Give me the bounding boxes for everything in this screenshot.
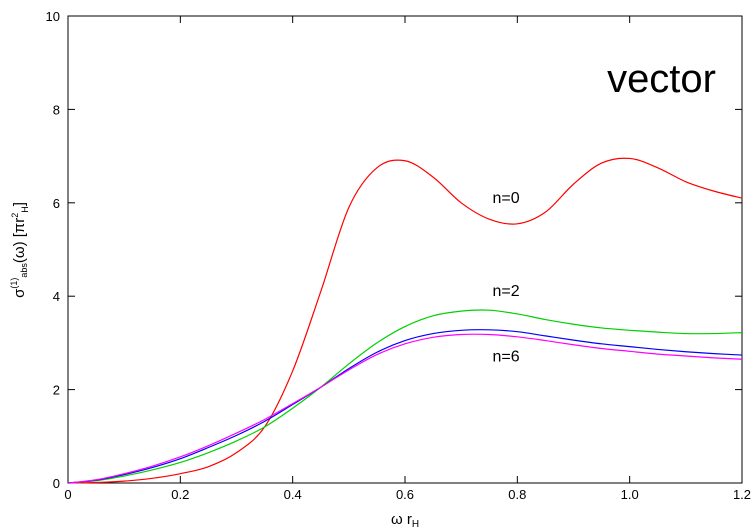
y-tick-label: 0 <box>53 476 60 491</box>
x-tick-label: 0 <box>64 487 71 502</box>
curve-label: n=6 <box>493 349 520 366</box>
x-tick-label: 1.0 <box>621 487 639 502</box>
y-axis-label-part: H <box>20 206 30 213</box>
y-tick-label: 8 <box>53 102 60 117</box>
data-curves <box>67 157 743 484</box>
curve-labels: n=0 n=2 n=6 <box>493 190 520 366</box>
chart-title: vector <box>607 57 716 101</box>
series-line-1 <box>67 309 743 484</box>
x-tick-label: 0.2 <box>171 487 189 502</box>
x-axis-label-main: ω r <box>391 511 412 528</box>
curve-label: n=2 <box>493 283 520 300</box>
y-tick-label: 10 <box>46 9 60 24</box>
series-line-0 <box>67 157 743 484</box>
x-axis-label-sub: H <box>412 519 419 530</box>
y-tick-label: 4 <box>53 289 60 304</box>
y-axis-label-part: abs <box>19 263 29 278</box>
axis-ticks <box>67 15 743 484</box>
y-axis-label-part: ] <box>11 202 28 206</box>
y-axis-label: σ(1)abs(ω) [πr2H] <box>9 202 30 298</box>
x-tick-label: 0.4 <box>284 487 302 502</box>
y-axis-label-part: 2 <box>10 213 20 218</box>
curve-label: n=0 <box>493 190 520 207</box>
axis-tick-labels: 0 0.2 0.4 0.6 0.8 1.0 1.2 0 2 4 6 8 10 <box>46 9 752 502</box>
series-line-2 <box>67 329 743 484</box>
y-tick-label: 6 <box>53 196 60 211</box>
x-tick-label: 0.8 <box>508 487 526 502</box>
x-axis-label: ω rH <box>391 511 419 530</box>
x-tick-label: 0.6 <box>396 487 414 502</box>
y-axis-label-part: (ω) [πr <box>11 218 28 263</box>
y-tick-label: 2 <box>53 383 60 398</box>
y-axis-label-part: σ <box>11 288 28 298</box>
series-line-3 <box>67 333 743 484</box>
y-axis-label-part: (1) <box>9 278 19 289</box>
x-tick-label: 1.2 <box>733 487 751 502</box>
